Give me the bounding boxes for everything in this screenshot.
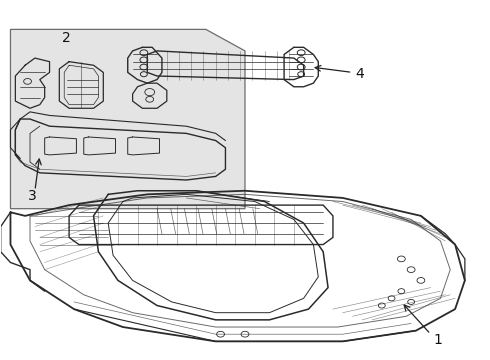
Text: 1: 1 bbox=[434, 333, 442, 347]
Text: 2: 2 bbox=[62, 31, 71, 45]
Polygon shape bbox=[10, 30, 245, 209]
Text: 3: 3 bbox=[28, 189, 37, 203]
Text: 4: 4 bbox=[355, 67, 364, 81]
